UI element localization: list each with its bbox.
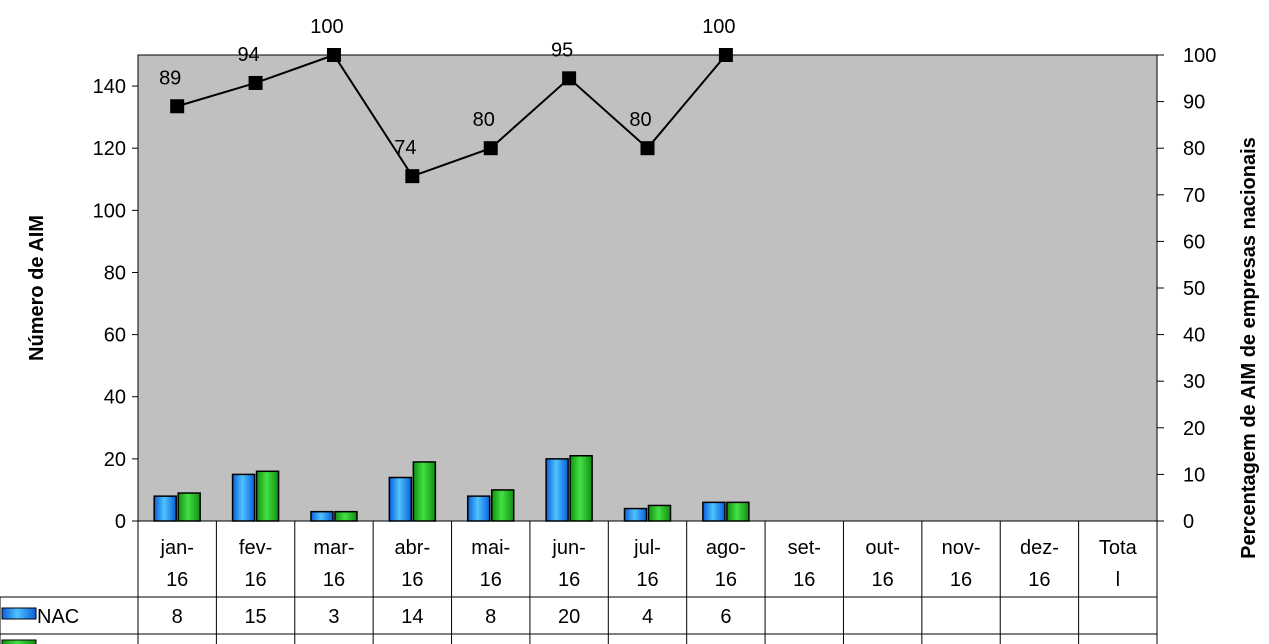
right-tick-label-0: 0 (1183, 511, 1194, 533)
y2-axis-title: Percentagem de AIM de empresas nacionais (1238, 137, 1260, 559)
right-tick-label-60: 60 (1183, 231, 1205, 253)
right-tick-label-80: 80 (1183, 138, 1205, 160)
bars-layer (153, 455, 750, 522)
category-label-1-line-1: 16 (244, 569, 266, 591)
line-data-label-4: 80 (473, 109, 495, 131)
category-label-10-line-0: nov- (942, 537, 981, 559)
category-label-5-line-1: 16 (558, 569, 580, 591)
left-tick-label-80: 80 (104, 262, 126, 284)
right-tick-label-10: 10 (1183, 464, 1205, 486)
bar-total-2 (334, 510, 358, 522)
plot-area (137, 54, 1158, 522)
bar-total-4 (490, 489, 515, 522)
bar-total-6 (647, 504, 672, 522)
line-marker-1 (248, 75, 263, 90)
bar-nac-1 (231, 473, 256, 522)
right-axis: 0 10 20 30 40 50 60 70 80 90 100 (1156, 45, 1216, 533)
left-axis: 0 20 40 60 80 100 120 140 (93, 55, 139, 533)
y-axis-title: Número de AIM (26, 215, 48, 361)
category-label-2-line-0: mar- (313, 537, 354, 559)
bar-nac-0 (153, 495, 177, 522)
category-label-8-line-0: set- (788, 537, 821, 559)
line-series (176, 53, 727, 178)
table-cell-nac-2: 3 (328, 606, 339, 628)
line-data-label-0: 89 (159, 67, 181, 89)
category-label-2-line-1: 16 (323, 569, 345, 591)
line-marker-5 (562, 71, 577, 86)
bar-nac-4 (466, 495, 491, 522)
left-tick-label-120: 120 (93, 138, 126, 160)
category-label-4-line-0: mai- (471, 537, 510, 559)
left-tick-label-140: 140 (93, 76, 126, 98)
line-marker-3 (405, 169, 420, 184)
line-data-label-1: 94 (237, 44, 259, 66)
category-label-8-line-1: 16 (793, 569, 815, 591)
category-label-7-line-0: ago- (706, 537, 746, 559)
category-label-11-line-0: dez- (1020, 537, 1059, 559)
bar-total-5 (569, 455, 593, 522)
category-label-9-line-0: out- (865, 537, 899, 559)
left-tick-label-40: 40 (104, 387, 126, 409)
table-cell-nac-1: 15 (244, 606, 266, 628)
line-marker-0 (170, 99, 185, 114)
category-label-3-line-1: 16 (401, 569, 423, 591)
legend-key-nac (1, 607, 37, 620)
data-table: jan- 16 fev- 16 mar- 16 abr- 16 mai- 16 jun- 16 jul-… (0, 521, 1158, 644)
left-tick-label-60: 60 (104, 325, 126, 347)
table-cell-nac-7: 6 (720, 606, 731, 628)
category-label-6-line-1: 16 (636, 569, 658, 591)
right-tick-label-100: 100 (1183, 45, 1216, 67)
bar-nac-5 (545, 458, 569, 522)
table-cell-nac-5: 20 (558, 606, 580, 628)
bar-total-7 (726, 501, 750, 522)
bar-total-0 (177, 492, 201, 522)
line-data-label-6: 80 (629, 109, 651, 131)
line-data-label-5: 95 (551, 39, 573, 61)
category-label-12-line-0: Tota (1099, 537, 1138, 559)
right-tick-label-40: 40 (1183, 325, 1205, 347)
table-row-label-nac: NAC (37, 606, 79, 628)
category-label-9-line-1: 16 (872, 569, 894, 591)
category-label-4-line-1: 16 (480, 569, 502, 591)
line-data-label-2: 100 (310, 16, 343, 38)
line-marker-2 (326, 48, 341, 62)
bar-nac-7 (702, 501, 726, 522)
category-label-3-line-0: abr- (395, 537, 431, 559)
left-tick-label-0: 0 (115, 511, 126, 533)
line-data-label-3: 74 (394, 137, 416, 159)
bar-total-1 (255, 470, 280, 522)
category-label-1-line-0: fev- (239, 537, 272, 559)
bar-nac-6 (623, 507, 648, 522)
left-tick-label-20: 20 (104, 449, 126, 471)
right-tick-label-90: 90 (1183, 92, 1205, 114)
table-cell-nac-6: 4 (642, 606, 653, 628)
line-data-label-7: 100 (702, 16, 735, 38)
category-label-12-line-1: l (1116, 569, 1120, 591)
bar-nac-2 (310, 510, 334, 522)
category-label-0-line-0: jan- (160, 537, 194, 559)
table-cell-nac-0: 8 (172, 606, 183, 628)
right-tick-label-70: 70 (1183, 185, 1205, 207)
table-cell-nac-4: 8 (485, 606, 496, 628)
right-tick-label-50: 50 (1183, 278, 1205, 300)
category-label-0-line-1: 16 (166, 569, 188, 591)
line-marker-4 (483, 141, 498, 156)
line-marker-7 (718, 48, 733, 62)
right-tick-label-30: 30 (1183, 371, 1205, 393)
legend-key-total (1, 639, 37, 644)
line-layer: 89 94 100 74 80 95 80 100 (159, 16, 736, 184)
right-tick-label-20: 20 (1183, 418, 1205, 440)
left-tick-label-100: 100 (93, 200, 126, 222)
category-label-6-line-0: jul- (633, 537, 661, 559)
category-label-5-line-0: jun- (551, 537, 585, 559)
bar-total-3 (412, 461, 437, 522)
bar-nac-3 (388, 476, 413, 522)
category-label-10-line-1: 16 (950, 569, 972, 591)
category-label-7-line-1: 16 (715, 569, 737, 591)
line-marker-6 (640, 141, 655, 156)
table-cell-nac-3: 14 (401, 606, 423, 628)
category-label-11-line-1: 16 (1028, 569, 1050, 591)
